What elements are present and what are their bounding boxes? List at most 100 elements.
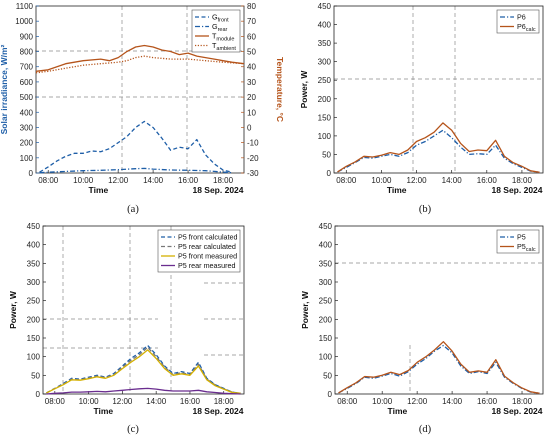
y2-tick-label: 70 (247, 17, 256, 26)
x-tick-label: 08:00 (38, 176, 59, 185)
y2-tick-label: 80 (247, 2, 256, 11)
y-tick-label: 50 (322, 150, 331, 159)
x-tick-label: 08:00 (336, 176, 357, 185)
x-tick-label: 14:00 (143, 176, 164, 185)
y-tick-label: 400 (20, 108, 34, 117)
y-tick-label: 150 (27, 334, 41, 343)
y-tick-label: 50 (31, 371, 40, 380)
y-tick-label: 350 (27, 259, 41, 268)
legend-entry: Grear (212, 22, 228, 33)
panel-label: (c) (127, 424, 139, 435)
y-tick-label: 250 (319, 297, 333, 306)
y-tick-label: 400 (319, 241, 333, 250)
series-line-t-ambient (35, 55, 245, 74)
plot-frame (333, 5, 544, 174)
series-line-p5 (338, 344, 540, 394)
panel-label: (b) (419, 204, 432, 215)
x-tick-label: 08:00 (45, 397, 66, 406)
y-tick-label: 450 (318, 2, 332, 11)
x-tick-label: 12:00 (112, 397, 133, 406)
y-axis-label: Power, W (8, 290, 18, 329)
x-tick-label: 16:00 (180, 397, 201, 406)
date-label: 18 Sep. 2024 (192, 406, 243, 416)
y-tick-label: 350 (318, 39, 332, 48)
y-tick-label: 100 (20, 154, 34, 163)
series-line-g-front (39, 120, 232, 173)
chart-panel-1: 08:00 10:00 12:00 14:00 16:00 18:00 Time 18 Sep… (0, 2, 285, 215)
date-label: 18 Sep. 2024 (491, 406, 542, 416)
y2-tick-label: 10 (247, 108, 256, 117)
x-tick-label: 12:00 (407, 397, 428, 406)
y2-tick-label: 30 (247, 78, 256, 87)
y-tick-label: 0 (328, 390, 333, 399)
y-tick-label: 0 (29, 169, 34, 178)
x-tick-label: 14:00 (442, 176, 463, 185)
x-tick-label: 14:00 (146, 397, 167, 406)
y-tick-label: 1000 (15, 17, 33, 26)
legend-entry: Tambient (212, 41, 236, 52)
chart-panel-2: 08:00 10:00 12:00 14:00 16:00 18:00 Time 18 Sep… (299, 2, 544, 215)
legend-box (157, 229, 241, 273)
y-axis-label: Solar irradiance, W/m² (0, 44, 9, 134)
legend-entry: P6calc (517, 22, 536, 33)
panel-label: (a) (127, 204, 139, 215)
y-tick-label: 600 (20, 78, 34, 87)
date-label: 18 Sep. 2024 (491, 185, 542, 195)
legend-entry: P5 front measured (178, 252, 237, 261)
y2-tick-label: -10 (247, 139, 259, 148)
x-axis-label: Time (387, 185, 407, 195)
x-tick-label: 10:00 (79, 397, 100, 406)
chart-panel-3: 08:00 10:00 12:00 14:00 16:00 18:00 Time 18 Sep… (8, 222, 245, 435)
series-line-p5-calc (338, 341, 540, 394)
y2-tick-label: 0 (247, 123, 252, 132)
series-line-t-module (35, 44, 245, 72)
x-tick-label: 12:00 (407, 176, 428, 185)
y-tick-label: 150 (318, 113, 332, 122)
x-tick-label: 10:00 (372, 397, 393, 406)
x-tick-label: 16:00 (477, 176, 498, 185)
legend-box (496, 9, 540, 34)
y-tick-label: 150 (319, 334, 333, 343)
y2-tick-label: 50 (247, 48, 256, 57)
y-tick-label: 250 (27, 297, 41, 306)
series-line-p6 (337, 129, 540, 173)
x-tick-label: 16:00 (178, 176, 199, 185)
x-tick-label: 08:00 (337, 397, 358, 406)
y-axis-label: Power, W (300, 290, 310, 329)
x-tick-label: 18:00 (512, 397, 533, 406)
series-line-p5-front-calculated (46, 344, 241, 394)
y-tick-label: 200 (27, 315, 41, 324)
legend-entry: Gfront (212, 13, 229, 24)
y2-tick-label: -20 (247, 154, 259, 163)
x-tick-label: 14:00 (442, 397, 463, 406)
x-tick-label: 10:00 (371, 176, 392, 185)
plot-frame (334, 225, 544, 395)
plot-frame (42, 225, 245, 395)
series-line-g-rear (39, 167, 232, 174)
x-tick-label: 12:00 (108, 176, 129, 185)
y-tick-label: 0 (327, 169, 332, 178)
legend-entry: P5 rear calculated (178, 242, 236, 251)
legend-entry: P5 (517, 233, 526, 242)
y-tick-label: 800 (20, 48, 34, 57)
y-tick-label: 900 (20, 32, 34, 41)
y-tick-label: 300 (20, 123, 34, 132)
y2-tick-label: 20 (247, 93, 256, 102)
y2-tick-label: -30 (247, 169, 259, 178)
y-tick-label: 1100 (16, 2, 34, 11)
date-label: 18 Sep. 2024 (192, 185, 243, 195)
series-line-p5-rear-calculated (46, 346, 241, 394)
y2-tick-label: 40 (247, 63, 256, 72)
y-tick-label: 450 (319, 222, 333, 231)
panel-label: (d) (419, 424, 432, 435)
x-tick-label: 18:00 (214, 397, 235, 406)
y2-tick-label: 60 (247, 32, 256, 41)
x-tick-label: 10:00 (73, 176, 94, 185)
x-tick-label: 18:00 (213, 176, 234, 185)
y-tick-label: 50 (323, 371, 332, 380)
y-tick-label: 200 (20, 139, 34, 148)
